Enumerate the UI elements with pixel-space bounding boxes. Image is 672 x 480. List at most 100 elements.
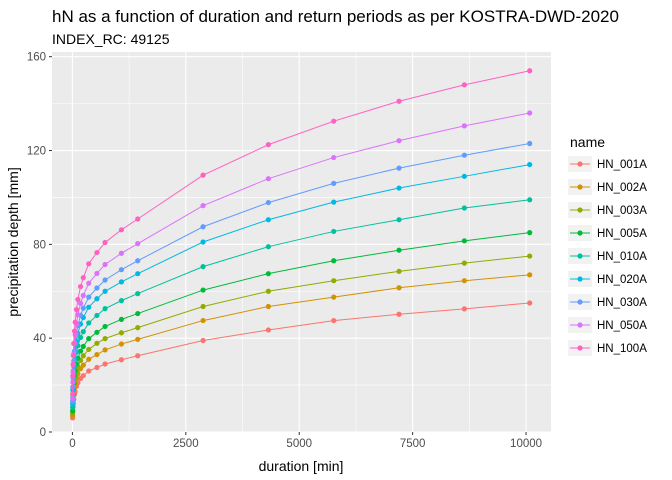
data-point xyxy=(80,362,86,368)
data-point xyxy=(94,312,100,319)
data-point xyxy=(80,343,86,349)
chart-subtitle: INDEX_RC: 49125 xyxy=(52,31,170,47)
data-point xyxy=(200,303,206,310)
legend-item: HN_010A xyxy=(568,248,647,264)
legend-title: name xyxy=(570,134,605,150)
legend-label: HN_002A xyxy=(597,182,647,194)
data-point xyxy=(527,253,533,259)
data-point xyxy=(86,294,92,300)
data-point xyxy=(80,292,86,299)
legend-key-point xyxy=(577,207,583,213)
data-point xyxy=(135,258,141,264)
legend-key-point xyxy=(577,345,583,351)
grid-lines xyxy=(52,52,551,433)
data-point xyxy=(118,279,125,285)
data-point xyxy=(461,306,467,312)
data-point xyxy=(118,330,125,336)
legend-key-point xyxy=(577,299,583,305)
data-point xyxy=(86,356,92,362)
legend-item: HN_001A xyxy=(568,156,647,172)
y-tick-label: 0 xyxy=(40,427,46,439)
data-point xyxy=(331,294,337,300)
data-point xyxy=(102,239,108,246)
data-point xyxy=(102,261,108,268)
data-point xyxy=(94,296,100,302)
data-point xyxy=(527,161,533,168)
data-point xyxy=(135,310,141,317)
legend-key-point xyxy=(577,161,583,167)
x-tick-label: 5000 xyxy=(286,438,312,450)
chart-title: hN as a function of duration and return … xyxy=(52,7,619,26)
legend-item: HN_005A xyxy=(568,225,647,241)
data-point xyxy=(86,261,92,267)
data-point xyxy=(527,230,533,236)
data-point xyxy=(396,285,402,291)
data-point xyxy=(102,306,108,312)
data-point xyxy=(265,303,271,310)
data-point xyxy=(265,288,271,294)
data-point xyxy=(396,165,402,171)
x-tick-label: 2500 xyxy=(173,438,199,450)
data-point xyxy=(396,185,402,191)
data-point xyxy=(86,368,92,374)
data-point xyxy=(135,271,141,277)
data-point xyxy=(70,373,76,379)
data-point xyxy=(75,296,81,303)
data-point xyxy=(73,306,80,313)
data-point xyxy=(118,341,125,347)
data-point xyxy=(135,216,141,222)
data-point xyxy=(102,361,108,367)
legend-label: HN_005A xyxy=(597,228,647,240)
data-point xyxy=(80,329,86,335)
data-point xyxy=(200,287,206,293)
legend-label: HN_100A xyxy=(597,343,647,355)
legend-label: HN_050A xyxy=(597,320,647,332)
y-tick-label: 80 xyxy=(33,239,46,251)
y-axis-title: precipitation depth [mm] xyxy=(5,167,21,316)
data-point xyxy=(396,268,402,274)
data-point xyxy=(94,351,100,358)
data-point xyxy=(527,68,533,74)
data-point xyxy=(118,250,125,256)
data-point xyxy=(200,317,206,324)
series-hn-100a xyxy=(70,68,533,397)
plot-panel xyxy=(52,52,551,432)
data-point xyxy=(331,317,337,324)
data-point xyxy=(461,260,467,266)
legend-key-point xyxy=(577,253,583,259)
data-point xyxy=(94,329,100,335)
data-point xyxy=(118,267,125,273)
legend-key-point xyxy=(577,184,583,190)
data-point xyxy=(77,348,84,354)
data-point xyxy=(118,357,125,363)
legend-label: HN_030A xyxy=(597,297,647,309)
data-point xyxy=(527,110,533,116)
data-point xyxy=(396,217,402,223)
y-tick-label: 40 xyxy=(33,333,46,345)
legend-key-point xyxy=(577,276,583,282)
data-point xyxy=(135,241,141,247)
data-point xyxy=(396,311,402,317)
data-point xyxy=(461,82,467,88)
y-tick-label: 120 xyxy=(27,146,46,158)
data-point xyxy=(102,323,108,330)
data-point xyxy=(331,228,337,235)
data-point xyxy=(86,280,92,286)
legend-item: HN_100A xyxy=(568,340,647,356)
data-point xyxy=(70,361,76,368)
series-layer xyxy=(70,68,533,421)
data-point xyxy=(331,258,337,264)
data-point xyxy=(200,203,206,209)
data-point xyxy=(200,224,206,230)
data-point xyxy=(71,328,78,334)
legend-label: HN_001A xyxy=(597,159,647,171)
data-point xyxy=(200,264,206,270)
data-point xyxy=(200,239,206,245)
data-point xyxy=(396,247,402,253)
data-point xyxy=(118,298,125,304)
data-point xyxy=(135,291,141,297)
data-point xyxy=(80,373,86,379)
data-point xyxy=(70,352,76,359)
x-tick-label: 7500 xyxy=(400,438,426,450)
data-point xyxy=(102,288,108,294)
